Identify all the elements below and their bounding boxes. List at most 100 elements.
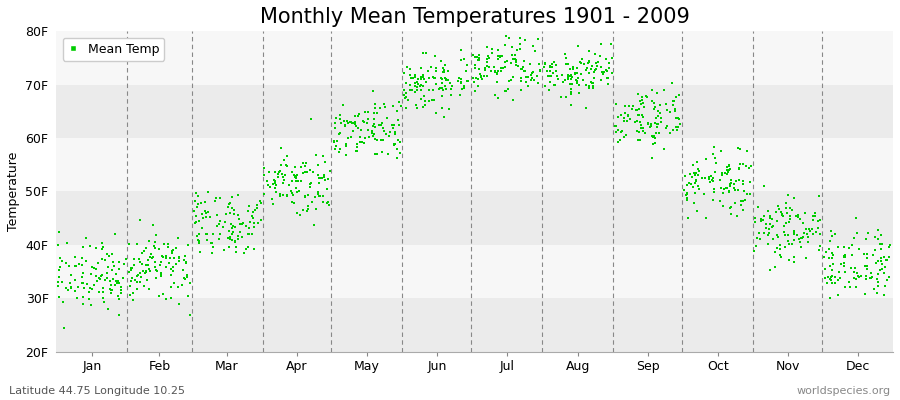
Point <box>366 123 381 129</box>
Point <box>505 44 519 50</box>
Point <box>111 292 125 299</box>
Point <box>437 83 452 89</box>
Point <box>402 66 417 72</box>
Point <box>366 88 381 94</box>
Point <box>444 92 458 98</box>
Point <box>742 164 756 171</box>
Point <box>574 60 589 66</box>
Point <box>301 208 315 214</box>
Point <box>391 117 405 124</box>
Point <box>62 263 77 269</box>
Point <box>777 223 791 230</box>
Point <box>376 101 391 108</box>
Point <box>575 56 590 62</box>
Point <box>468 65 482 72</box>
Point <box>722 162 736 168</box>
Point <box>812 246 826 253</box>
Point <box>691 186 706 192</box>
Point <box>823 295 837 302</box>
Point <box>303 167 318 173</box>
Point <box>796 230 811 236</box>
Point <box>151 246 166 252</box>
Point <box>191 192 205 199</box>
Point <box>309 206 323 212</box>
Point <box>201 188 215 195</box>
Point <box>141 238 156 244</box>
Point <box>589 66 603 72</box>
Point <box>292 188 306 195</box>
Point <box>782 241 796 248</box>
Point <box>193 240 207 246</box>
Point <box>347 119 362 126</box>
Point <box>509 46 524 53</box>
Point <box>633 119 647 126</box>
Point <box>186 208 201 214</box>
Point <box>595 69 609 75</box>
Point <box>377 128 392 134</box>
Point <box>526 69 541 76</box>
Point <box>280 153 294 159</box>
Point <box>654 118 669 125</box>
Point <box>172 255 186 261</box>
Point <box>547 58 562 65</box>
Point <box>632 129 646 135</box>
Point <box>796 234 811 240</box>
Point <box>456 83 471 90</box>
Point <box>229 248 243 255</box>
Point <box>368 101 382 107</box>
Point <box>159 296 174 302</box>
Point <box>127 256 141 262</box>
Point <box>320 199 335 206</box>
Point <box>472 56 486 63</box>
Point <box>203 239 218 246</box>
Point <box>83 243 97 249</box>
Point <box>575 76 590 83</box>
Point <box>254 200 268 206</box>
Point <box>127 262 141 268</box>
Point <box>190 233 204 239</box>
Point <box>619 118 634 124</box>
Point <box>164 295 178 301</box>
Point <box>354 127 368 133</box>
Point <box>312 192 327 199</box>
Point <box>651 124 665 130</box>
Point <box>416 83 430 90</box>
Point <box>488 69 502 76</box>
Point <box>310 188 325 195</box>
Point <box>480 59 494 66</box>
Point <box>728 186 742 193</box>
Point <box>836 260 850 266</box>
Point <box>136 268 150 274</box>
Point <box>812 193 826 200</box>
Point <box>808 213 823 220</box>
Point <box>311 175 326 182</box>
Point <box>537 64 552 70</box>
Point <box>274 192 288 199</box>
Point <box>736 181 751 187</box>
Point <box>133 259 148 265</box>
Point <box>408 80 422 86</box>
Point <box>621 103 635 109</box>
Point <box>133 279 148 285</box>
Point <box>779 210 794 216</box>
Point <box>316 198 330 205</box>
Point <box>223 200 238 206</box>
Point <box>775 212 789 218</box>
Point <box>659 125 673 132</box>
Point <box>160 241 175 247</box>
Point <box>143 254 157 260</box>
Point <box>318 176 332 183</box>
Point <box>484 68 499 74</box>
Point <box>148 264 163 270</box>
Point <box>752 229 766 236</box>
Point <box>849 276 863 282</box>
Point <box>783 205 797 211</box>
Point <box>737 188 751 194</box>
Point <box>740 148 754 154</box>
Point <box>860 250 874 257</box>
Point <box>690 208 705 214</box>
Point <box>706 175 720 181</box>
Point <box>498 42 512 48</box>
Point <box>439 76 454 83</box>
Point <box>753 218 768 224</box>
